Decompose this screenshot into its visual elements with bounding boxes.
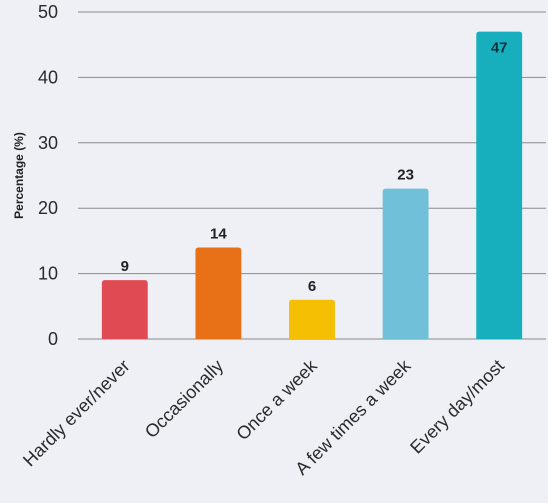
gridlines <box>78 11 546 340</box>
y-tick-label: 0 <box>48 329 58 349</box>
x-tick-label-2: Once a week <box>232 355 321 444</box>
data-label-1: 14 <box>210 225 227 242</box>
data-label-0: 9 <box>121 258 129 275</box>
x-axis-ticks: Hardly ever/never Occasionally Once a week… <box>19 355 508 479</box>
x-tick-label-4: Every day/most <box>406 356 508 458</box>
y-tick-label: 20 <box>38 198 58 218</box>
bar-4 <box>476 31 523 340</box>
y-axis-ticks: 0 10 20 30 40 50 <box>38 2 58 349</box>
bar-1 <box>195 247 242 339</box>
data-label-2: 6 <box>308 278 316 295</box>
bar-3 <box>382 188 429 339</box>
bar-0 <box>101 280 148 339</box>
x-tick-label-1: Occasionally <box>141 356 227 442</box>
y-axis-label: Percentage (%) <box>12 132 26 219</box>
y-tick-label: 40 <box>38 67 58 87</box>
x-tick-label-0: Hardly ever/never <box>19 356 134 471</box>
data-label-3: 23 <box>397 167 414 184</box>
data-labels: 9 14 6 23 47 <box>121 40 508 295</box>
bars <box>101 31 523 340</box>
y-tick-label: 50 <box>38 2 58 22</box>
bar-2 <box>289 299 335 339</box>
data-label-4: 47 <box>491 40 508 57</box>
y-tick-label: 10 <box>38 264 58 284</box>
y-tick-label: 30 <box>38 133 58 153</box>
